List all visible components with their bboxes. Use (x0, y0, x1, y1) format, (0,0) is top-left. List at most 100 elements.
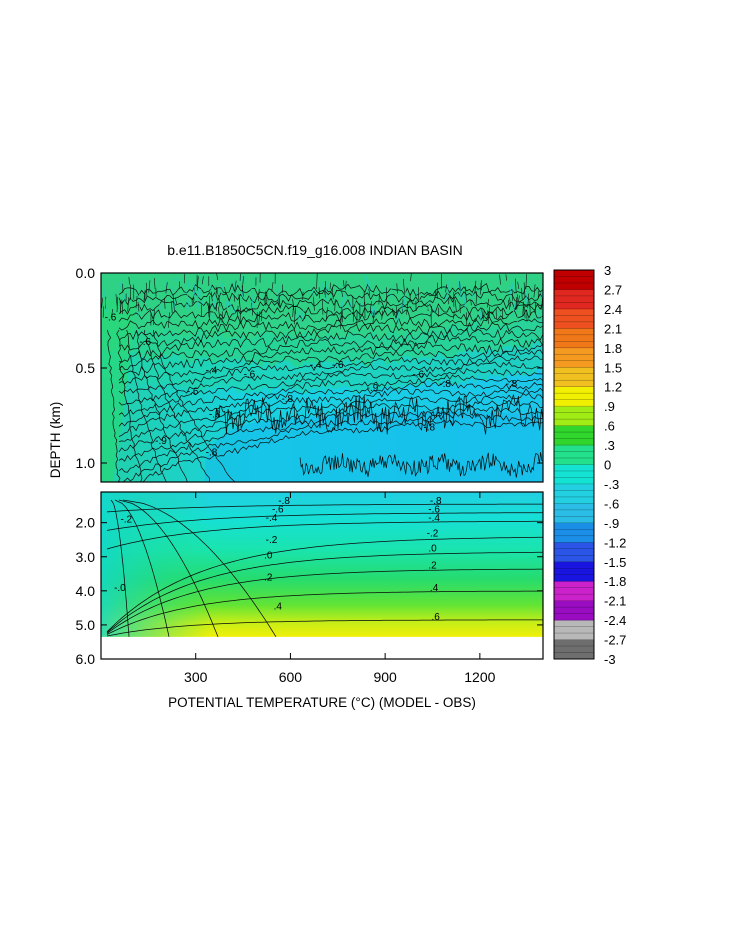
upper-noise-mark (135, 295, 138, 309)
chart-title: b.e11.B1850C5CN.f19_g16.008 INDIAN BASIN (167, 242, 462, 258)
colorbar-segment (554, 561, 594, 582)
upper-noise-mark (436, 292, 438, 299)
upper-noise-mark (523, 282, 526, 299)
lower-panel: -.8-.6-.4-.2.0.2.4-.8-.6-.4-.2.0.2.4.6-.… (76, 491, 544, 685)
upper-noise-mark (113, 293, 115, 304)
upper-noise-mark (218, 306, 221, 321)
contour-label: .2 (264, 573, 273, 584)
contour-label: .0 (428, 544, 437, 555)
lower-contour-line (110, 499, 130, 637)
lower-contour-line (106, 551, 543, 633)
x-tick-label: 600 (279, 669, 303, 685)
contour-label: -.9 (155, 436, 167, 447)
upper-noise-mark (316, 273, 318, 290)
upper-noise-mark (154, 277, 156, 289)
lower-contour-line (106, 520, 543, 550)
upper-noise-mark (121, 299, 123, 309)
contour-label: .0 (264, 551, 273, 562)
lower-field-shade (101, 492, 543, 637)
upper-noise-mark (302, 310, 304, 320)
upper-noise-mark (185, 287, 187, 295)
upper-noise-mark (471, 291, 474, 298)
colorbar-label: 1.5 (604, 360, 622, 375)
contour-label: -.6 (428, 504, 440, 515)
upper-contour-line (118, 327, 543, 363)
upper-noise-mark (525, 288, 528, 304)
upper-noise-mark (127, 297, 130, 312)
colorbar-label: -.3 (604, 477, 619, 492)
upper-noise-mark (104, 298, 107, 313)
colorbar-segment (554, 386, 594, 407)
x-axis-label: POTENTIAL TEMPERATURE (°C) (MODEL - OBS) (168, 695, 476, 710)
lower-contour-line (106, 536, 543, 633)
upper-contour-line (118, 282, 543, 297)
contour-label: -.6 (412, 370, 424, 381)
upper-noise-mark (392, 308, 394, 317)
upper-noise-mark (541, 297, 543, 310)
upper-noise-mark (187, 276, 189, 288)
upper-noise-mark (464, 293, 466, 309)
y-tick-label: 3.0 (76, 549, 96, 565)
upper-noise-mark (459, 281, 461, 294)
contour-label: -.8 (430, 496, 442, 507)
colorbar-label: 1.2 (604, 380, 622, 395)
upper-noise-mark (159, 301, 161, 310)
lower-frame (100, 491, 544, 660)
upper-noise-mark (446, 289, 448, 300)
upper-noise-mark (345, 280, 347, 291)
colorbar-segment (554, 308, 594, 329)
upper-noise-mark (350, 302, 352, 315)
upper-noise-mark (271, 282, 274, 292)
upper-noise-mark (527, 293, 530, 309)
upper-noise-mark (403, 278, 405, 294)
upper-noise-mark (334, 298, 336, 312)
colorbar-label: 2.4 (604, 302, 622, 317)
lower-contour-line (106, 619, 543, 637)
upper-noise-mark (515, 278, 517, 294)
lower-contour-line (106, 568, 543, 634)
upper-noise-mark (228, 303, 231, 314)
upper-noise-mark (368, 288, 371, 296)
upper-noise-mark (325, 307, 328, 322)
upper-noise-mark (175, 273, 177, 282)
upper-noise-mark (111, 308, 114, 317)
colorbar-label: -1.8 (604, 574, 626, 589)
upper-noise-mark (187, 293, 190, 309)
upper-noise-mark (384, 284, 387, 292)
upper-contour-line (118, 295, 543, 315)
contour-label: -.8 (506, 379, 518, 390)
contour-label: -.4 (206, 366, 218, 377)
upper-noise-mark (221, 311, 223, 323)
upper-noise-mark (171, 301, 173, 314)
upper-contour-line (135, 329, 188, 482)
colorbar-label: -1.2 (604, 535, 626, 550)
upper-contour-line (118, 399, 543, 462)
upper-contour-line (118, 348, 543, 385)
upper-noise-mark (332, 287, 334, 300)
upper-noise-mark (137, 301, 140, 312)
contour-label: -.6 (105, 313, 117, 324)
upper-noise-mark (257, 289, 260, 302)
upper-contour-line (214, 394, 543, 435)
y-tick-label: 6.0 (76, 651, 96, 667)
upper-noise-mark (513, 302, 515, 317)
y-tick-label: 0.5 (76, 360, 96, 376)
upper-noise-mark (505, 274, 507, 281)
upper-noise-mark (365, 275, 367, 289)
upper-contour-line (118, 374, 543, 427)
upper-contour-line (118, 381, 543, 437)
upper-noise-mark (297, 310, 300, 320)
upper-noise-mark (516, 294, 518, 310)
upper-noise-mark (164, 297, 166, 309)
contour-label: -.0 (114, 583, 126, 594)
colorbar-label: -1.5 (604, 555, 626, 570)
upper-noise-mark (258, 311, 261, 326)
colorbar-label: -2.7 (604, 633, 626, 648)
upper-noise-mark (378, 292, 380, 305)
upper-noise-mark (216, 273, 218, 281)
contour-label: -.2 (120, 515, 132, 526)
upper-noise-mark (221, 283, 224, 295)
upper-noise-mark (145, 282, 148, 297)
upper-noise-mark (153, 309, 155, 326)
upper-noise-mark (370, 301, 372, 312)
